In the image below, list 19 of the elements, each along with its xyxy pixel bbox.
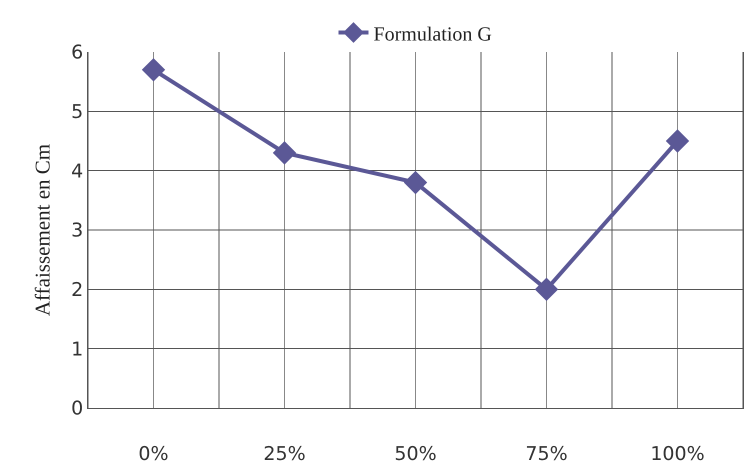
point: [666, 129, 690, 153]
legend-label: Formulation G: [374, 23, 492, 46]
point: [534, 278, 558, 302]
x-tick-label: 25%: [263, 442, 306, 465]
y-tick-label: 1: [71, 338, 84, 360]
x-tick-label: 75%: [525, 442, 568, 465]
y-tick-label: 6: [71, 42, 84, 64]
point: [272, 141, 296, 165]
y-axis-title: Affaissement en Cm: [30, 144, 54, 316]
y-tick-label: 5: [71, 100, 84, 123]
x-tick-label: 100%: [650, 442, 705, 465]
y-tick-label: 0: [71, 398, 84, 420]
x-tick-label: 50%: [394, 442, 437, 465]
point: [142, 58, 166, 82]
y-tick-label: 2: [71, 278, 84, 301]
y-tick-label: 3: [71, 220, 84, 242]
point: [404, 170, 428, 194]
y-tick-label: 4: [71, 160, 84, 182]
x-tick-label: 0%: [138, 442, 169, 465]
